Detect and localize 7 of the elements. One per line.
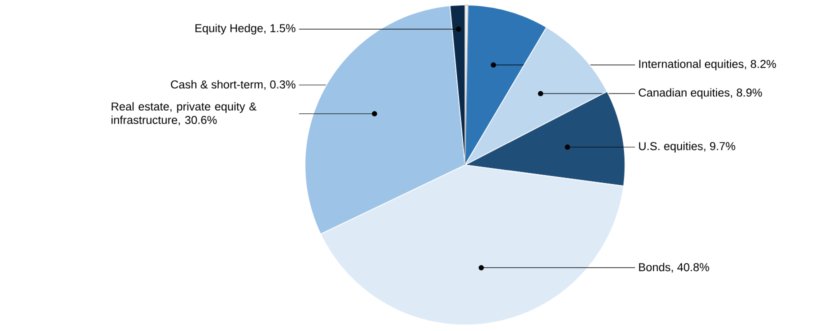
slice-label: U.S. equities, 9.7% [639, 142, 736, 152]
slice-label: Cash & short-term, 0.3% [170, 80, 296, 90]
slice-label: Bonds, 40.8% [639, 262, 710, 273]
slice-label: International equities, 8.2% [639, 60, 776, 70]
slice-label: Canadian equities, 8.9% [638, 88, 762, 99]
slice-label: Equity Hedge, 1.5% [195, 24, 296, 34]
slice-label: Real estate, private equity & infrastructure, 30.6% [112, 102, 256, 126]
